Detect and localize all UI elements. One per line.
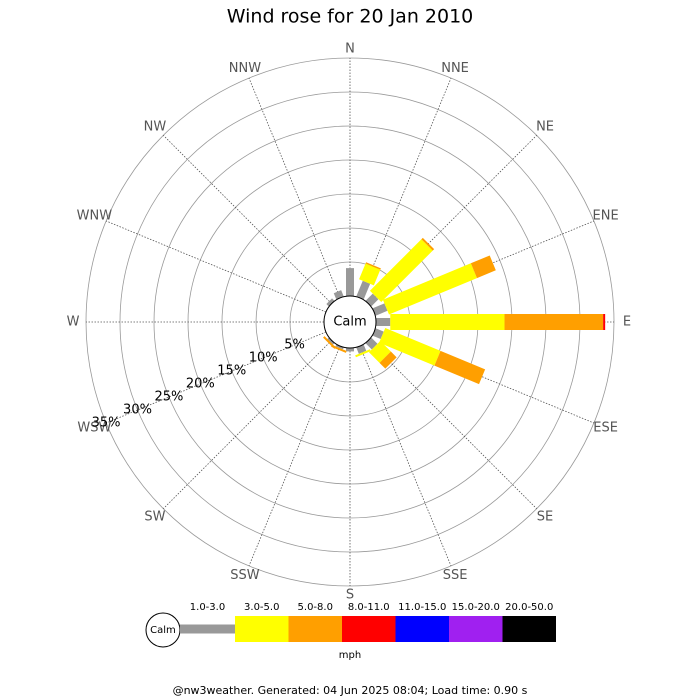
direction-label: WNW (77, 209, 113, 224)
bar-segment (470, 255, 496, 279)
legend-swatch (235, 616, 289, 642)
direction-label: ESE (593, 420, 618, 435)
direction-label: N (345, 42, 355, 57)
direction-label: E (623, 315, 631, 330)
direction-line (248, 77, 341, 299)
bar-segment (346, 268, 354, 296)
direction-label: NNE (441, 61, 469, 76)
bar-segment (365, 293, 379, 307)
legend-label: 20.0-50.0 (505, 602, 553, 613)
direction-label: SE (537, 510, 553, 525)
calm-circle (323, 295, 377, 349)
bar-segment (372, 303, 388, 316)
bar-segment (335, 344, 344, 350)
direction-line (163, 340, 332, 509)
direction-label: NNW (229, 61, 261, 76)
bar-segment (390, 314, 505, 330)
direction-line (368, 340, 537, 509)
bar-segment (372, 328, 384, 340)
direction-label: SSE (443, 568, 468, 583)
ring-label: 30% (123, 403, 152, 418)
bar-segment (382, 263, 477, 315)
ring-label: 20% (186, 376, 215, 391)
bar-segment (326, 298, 335, 307)
bar-segment (365, 262, 381, 270)
units: mph (339, 650, 361, 661)
calm-label: Calm (333, 315, 366, 330)
legend-swatch (449, 616, 503, 642)
legend-label: 1.0-3.0 (190, 602, 225, 613)
bar-segment (369, 239, 433, 303)
direction-label: SSW (230, 568, 260, 583)
direction-line (248, 345, 341, 567)
bar-segment (346, 348, 354, 352)
bar-segment (603, 314, 606, 330)
legend-label: 15.0-20.0 (452, 602, 500, 613)
bar-segment (379, 351, 397, 369)
legend-label: 3.0-5.0 (244, 602, 279, 613)
legend-swatch (395, 616, 449, 642)
ring-label: 15% (217, 363, 246, 378)
direction-line (105, 220, 327, 313)
footer: @nw3weather. Generated: 04 Jun 2025 08:0… (173, 684, 528, 697)
bar-segment (356, 280, 371, 300)
legend-swatch (288, 616, 342, 642)
bar-segment (359, 263, 381, 286)
bar-segment (504, 314, 604, 330)
legend-label: 8.0-11.0 (348, 602, 390, 613)
bar-segment (421, 237, 435, 251)
legend-swatch (180, 624, 235, 634)
bar-segment (323, 336, 336, 349)
bar-segment (376, 318, 391, 326)
chart-title: Wind rose for 20 Jan 2010 (227, 6, 474, 28)
direction-label: S (346, 588, 354, 603)
ring-label: 10% (249, 350, 278, 365)
legend-swatch (502, 616, 556, 642)
direction-label: ENE (593, 209, 619, 224)
direction-label: SW (144, 510, 165, 525)
ring-label: 25% (154, 390, 183, 405)
bar-segment (434, 350, 486, 385)
bar-segment (355, 349, 371, 358)
ring-label: 5% (284, 337, 305, 352)
direction-line (163, 135, 332, 304)
ring-label: 35% (92, 416, 121, 431)
bar-segment (368, 340, 391, 363)
direction-label: NE (536, 119, 554, 134)
direction-line (105, 331, 327, 424)
bar-segment (327, 337, 335, 345)
direction-label: NW (144, 119, 167, 134)
legend-label: 5.0-8.0 (298, 602, 333, 613)
direction-line (359, 345, 452, 567)
direction-label: WSW (77, 420, 111, 435)
legend-swatch (342, 616, 396, 642)
direction-line (359, 77, 452, 299)
legend-calm-label: Calm (150, 625, 176, 636)
direction-label: W (67, 315, 80, 330)
legend-label: 11.0-15.0 (398, 602, 446, 613)
bar-segment (379, 327, 441, 366)
